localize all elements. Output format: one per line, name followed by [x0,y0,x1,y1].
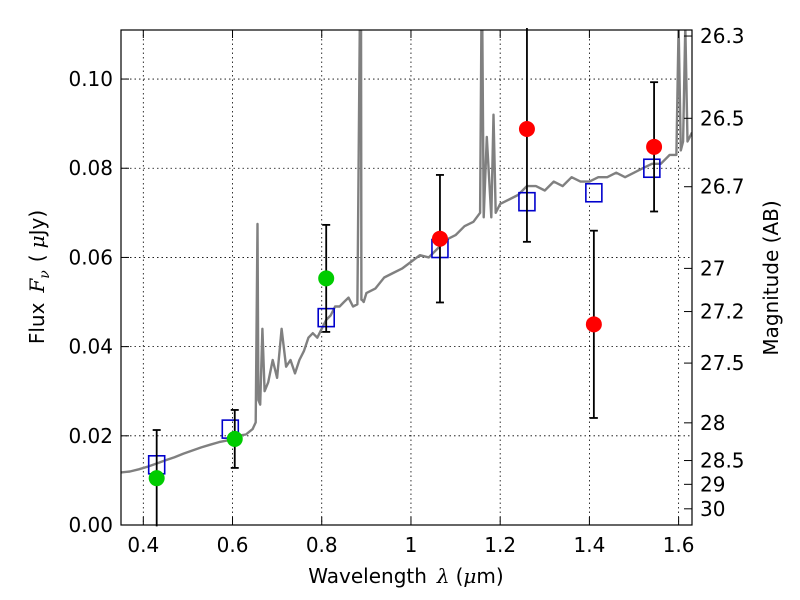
observed-point [318,270,335,287]
y-axis-label: FluxFν(μJy) [25,210,53,344]
x-tick-label: 1.6 [663,533,695,557]
marker-layer [147,28,663,527]
y2-tick-label: 26.7 [700,175,745,199]
y2-tick-label: 26.3 [700,24,745,48]
observed-point [518,121,535,137]
y2-tick-label: 30 [700,497,725,521]
y-tick-label: 0.06 [68,245,113,269]
observed-point [226,430,243,447]
spectrum-line [121,30,692,474]
model-square-point [643,158,661,179]
x-tick-label: 0.4 [127,533,159,557]
y-tick-label: 0.10 [68,67,113,91]
y2-tick-label: 29 [700,472,725,496]
observed-point [431,230,448,247]
y2-tick-label: 28 [700,411,725,435]
y2-tick-label: 27.5 [700,351,745,375]
y2-tick-label: 27 [700,256,725,280]
observed-point [646,138,663,155]
plot-frame [120,29,693,526]
y-tick-label: 0.02 [68,424,113,448]
y2-axis-label: Magnitude (AB) [759,200,783,355]
y2-tick-label: 28.5 [700,449,745,473]
y2-tick-label: 27.2 [700,300,745,324]
x-tick-label: 0.8 [306,533,338,557]
y-tick-label: 0.04 [68,335,113,359]
x-tick-label: 1.4 [573,533,605,557]
y-tick-label: 0.08 [68,156,113,180]
spectrum-layer [121,30,692,474]
observed-point [148,470,165,487]
x-axis-label: Wavelength λ (μm) [308,564,503,588]
x-tick-label: 0.6 [217,533,249,557]
y2-tick-label: 26.5 [700,106,745,130]
model-square-point [585,182,603,203]
y-tick-label: 0.00 [68,513,113,537]
observed-point [585,316,602,333]
x-tick-label: 1.2 [484,533,516,557]
axis-ticks: 0.4 0.6 0.8 1 1.2 1.4 1.6 0.00 0.02 0.04 0.06 0.08 0… [68,24,744,557]
x-tick-label: 1 [405,533,418,557]
